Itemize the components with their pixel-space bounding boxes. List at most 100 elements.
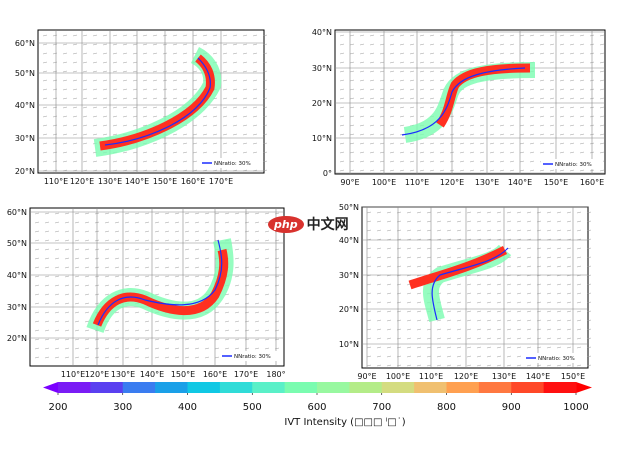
wind-vector: [456, 292, 462, 295]
wind-vector: [54, 248, 60, 251]
wind-vector: [224, 338, 230, 341]
wind-vector: [232, 70, 238, 73]
wind-vector: [359, 52, 365, 55]
wind-vector: [579, 151, 585, 154]
wind-vector: [54, 347, 60, 350]
wind-vector: [436, 247, 442, 250]
wind-vector: [64, 284, 70, 287]
wind-vector: [42, 61, 48, 64]
wind-vector: [469, 124, 475, 127]
wind-vector: [496, 328, 502, 331]
wind-vector: [486, 283, 492, 286]
wind-vector: [102, 124, 108, 127]
wind-vector: [194, 266, 200, 269]
wind-vector: [44, 248, 50, 251]
wind-vector: [579, 70, 585, 73]
wind-vector: [566, 229, 572, 232]
wind-vector: [64, 266, 70, 269]
wind-vector: [536, 337, 542, 340]
wind-vector: [429, 79, 435, 82]
wind-vector: [579, 43, 585, 46]
wind-vector: [182, 43, 188, 46]
wind-vector: [579, 97, 585, 100]
wind-vector: [64, 221, 70, 224]
wind-vector: [254, 212, 260, 215]
wind-vector: [386, 328, 392, 331]
wind-vector: [112, 43, 118, 46]
wind-vector: [399, 124, 405, 127]
wind-vector: [154, 212, 160, 215]
wind-vector: [164, 293, 170, 296]
wind-vector: [466, 256, 472, 259]
lat-tick-label: 10°N: [339, 340, 359, 349]
wind-vector: [519, 52, 525, 55]
wind-vector: [74, 338, 80, 341]
wind-vector: [214, 311, 220, 314]
wind-vector: [479, 124, 485, 127]
wind-vector: [446, 247, 452, 250]
wind-vector: [549, 169, 555, 172]
wind-vector: [234, 302, 240, 305]
wind-vector: [174, 356, 180, 359]
wind-vector: [192, 142, 198, 145]
wind-vector: [112, 106, 118, 109]
lat-tick-label: 10°N: [312, 134, 332, 143]
wind-vector: [379, 160, 385, 163]
wind-vector: [349, 151, 355, 154]
lat-tick-label: 50°N: [7, 239, 27, 248]
wind-vector: [204, 338, 210, 341]
wind-vector: [52, 142, 58, 145]
colorbar-bin: [219, 382, 253, 393]
wind-vector: [339, 160, 345, 163]
wind-vector: [526, 310, 532, 313]
wind-vector: [224, 221, 230, 224]
wind-vector: [376, 283, 382, 286]
wind-vector: [526, 292, 532, 295]
wind-vector: [396, 301, 402, 304]
wind-vector: [214, 347, 220, 350]
wind-vector: [409, 52, 415, 55]
wind-vector: [419, 34, 425, 37]
wind-vector: [389, 106, 395, 109]
wind-vector: [104, 230, 110, 233]
wind-vector: [244, 347, 250, 350]
wind-vector: [132, 34, 138, 37]
lon-tick-label: 120°E: [85, 370, 109, 379]
wind-vector: [72, 106, 78, 109]
wind-vector: [509, 97, 515, 100]
map-frame: [37, 29, 265, 174]
wind-vector: [446, 301, 452, 304]
wind-vector: [144, 239, 150, 242]
wind-vector: [526, 301, 532, 304]
wind-vector: [556, 346, 562, 349]
wind-vector: [74, 221, 80, 224]
wind-vector: [516, 364, 522, 367]
wind-vector: [172, 43, 178, 46]
wind-vector: [82, 34, 88, 37]
wind-vector: [469, 142, 475, 145]
wind-vector: [369, 115, 375, 118]
wind-vector: [52, 34, 58, 37]
wind-vector: [536, 247, 542, 250]
wind-vector: [264, 293, 270, 296]
wind-vector: [416, 292, 422, 295]
wind-vector: [102, 97, 108, 100]
wind-vector: [429, 52, 435, 55]
wind-vector: [446, 355, 452, 358]
wind-vector: [54, 329, 60, 332]
wind-vector: [379, 79, 385, 82]
wind-vector: [576, 292, 582, 295]
wind-vector: [349, 43, 355, 46]
wind-vector: [194, 248, 200, 251]
wind-vector: [359, 160, 365, 163]
wind-vector: [516, 301, 522, 304]
wind-vector: [506, 337, 512, 340]
wind-vector: [132, 115, 138, 118]
wind-vector: [459, 61, 465, 64]
wind-vector: [516, 355, 522, 358]
wind-vector: [359, 97, 365, 100]
wind-vector: [112, 52, 118, 55]
colorbar-bin: [543, 382, 577, 393]
wind-vector: [92, 70, 98, 73]
wind-vector: [252, 106, 258, 109]
